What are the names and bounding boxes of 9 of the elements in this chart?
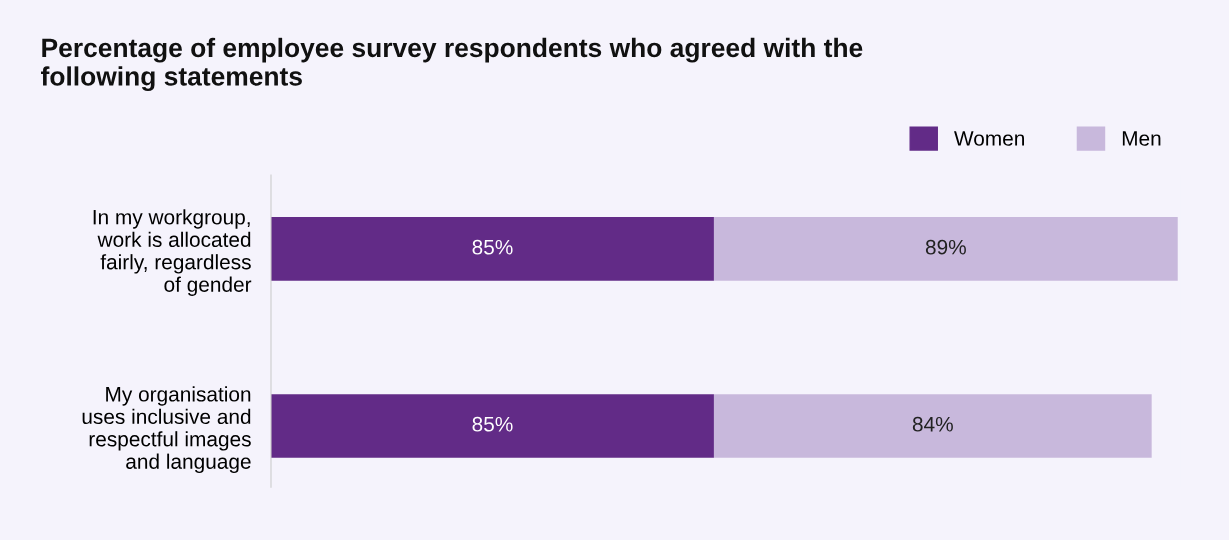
legend-label: Men — [1122, 131, 1161, 146]
data-label: 85% — [472, 416, 513, 432]
legend-label: Women — [954, 131, 1024, 146]
data-label: 89% — [925, 239, 966, 255]
data-label: 84% — [912, 416, 953, 432]
data-label: 85% — [472, 239, 513, 255]
y-tick-label: My organisation uses inclusive and respectful images and language — [82, 386, 251, 474]
y-tick-label: In my workgroup, work is allocated fairly, regardless of gender — [93, 209, 252, 296]
chart-title: Percentage of employee survey respondents who agreed with the following statements — [41, 37, 863, 92]
